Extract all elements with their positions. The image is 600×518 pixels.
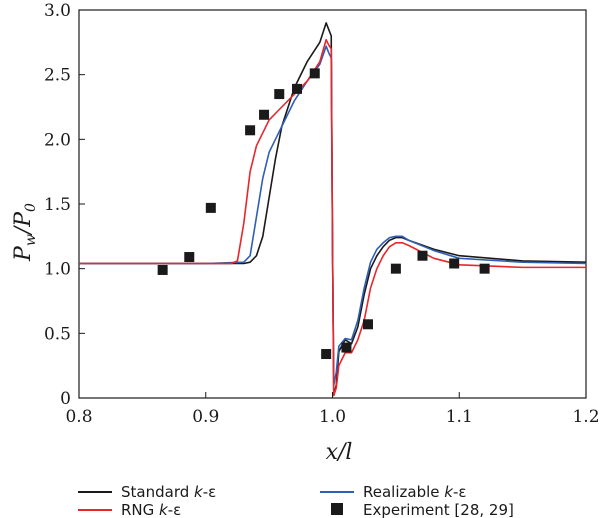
y-tick-label: 0 [60, 389, 71, 409]
y-axis-title: Pw/P0 [11, 203, 39, 262]
experiment-point [479, 263, 490, 274]
experiment-point [292, 83, 303, 94]
y-tick-label: 2.5 [44, 66, 71, 86]
axis-ticks: 0.8 0.9 1.0 1.1 1.2 0 0.5 1.0 1.5 2.0 2.5 3.0 [44, 1, 600, 427]
series-line-realizable [79, 45, 587, 386]
x-tick-label: 0.8 [65, 407, 92, 427]
y-tick-label: 2.0 [44, 130, 71, 150]
x-tick-label: 0.9 [192, 407, 219, 427]
y-tick-label: 1.5 [44, 195, 71, 215]
x-tick-label: 1.2 [572, 407, 599, 427]
legend-label-realizable: Realizable k-ε [363, 483, 466, 501]
curves [79, 22, 587, 397]
legend-marker-experiment [331, 503, 343, 515]
experiment-point [362, 319, 373, 330]
experiment-point [259, 109, 270, 120]
experiment-point [390, 263, 401, 274]
y-tick-label: 0.5 [44, 324, 71, 344]
experiment-point [245, 125, 256, 136]
experiment-point [184, 252, 195, 263]
experiment-point [309, 68, 320, 79]
experiment-point [205, 202, 216, 213]
legend: Standard k-ε RNG k-ε Realizable k-ε Expe… [78, 483, 514, 518]
legend-label-standard: Standard k-ε [121, 483, 216, 501]
x-tick-label: 1.1 [446, 407, 473, 427]
experiment-point [274, 89, 285, 100]
legend-label-rng: RNG k-ε [121, 501, 181, 518]
y-axis-title-mid: /P [11, 211, 36, 236]
x-tick-label: 1.0 [319, 407, 346, 427]
experiment-point [417, 250, 428, 261]
series-line-rng [79, 38, 586, 397]
experiment-point [449, 258, 460, 269]
y-axis-title-sub2: 0 [23, 203, 39, 212]
legend-label-experiment: Experiment [28, 29] [363, 501, 514, 518]
y-axis-title-main: P [11, 245, 36, 262]
x-axis-title: x/l [326, 440, 353, 465]
experiment-point [341, 342, 352, 353]
y-axis-title-sub1: w [23, 234, 39, 246]
experiment-point [157, 264, 168, 275]
y-tick-label: 1.0 [44, 260, 71, 280]
y-tick-label: 3.0 [44, 1, 71, 21]
experiment-markers [157, 68, 490, 360]
experiment-point [321, 349, 332, 360]
